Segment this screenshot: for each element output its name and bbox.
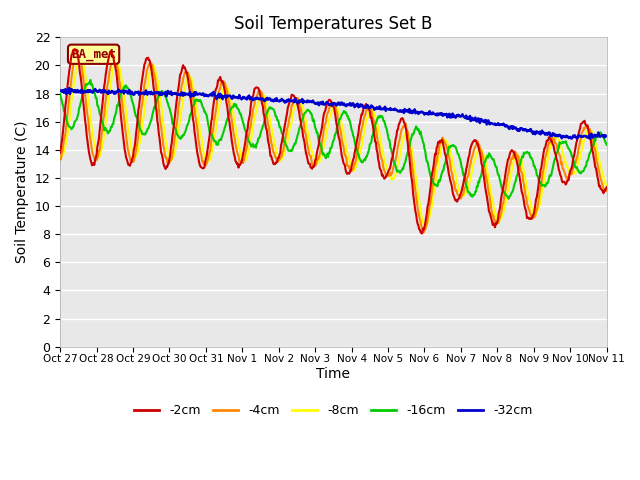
-8cm [56, 150, 64, 156]
-32cm [379, 107, 387, 112]
-2cm [554, 162, 562, 168]
-2cm [71, 46, 79, 52]
-4cm [74, 48, 81, 53]
-2cm [419, 230, 426, 236]
-32cm [65, 85, 73, 91]
-32cm [326, 101, 333, 107]
-4cm [177, 89, 185, 95]
X-axis label: Time: Time [316, 367, 350, 381]
Line: -2cm: -2cm [60, 49, 607, 233]
-16cm [554, 146, 562, 152]
Line: -32cm: -32cm [60, 88, 607, 139]
-8cm [379, 147, 387, 153]
-8cm [554, 136, 562, 142]
-16cm [86, 77, 94, 83]
Y-axis label: Soil Temperature (C): Soil Temperature (C) [15, 121, 29, 263]
-2cm [433, 144, 441, 149]
-2cm [177, 71, 185, 77]
-8cm [326, 115, 333, 120]
-8cm [76, 51, 84, 57]
-32cm [586, 136, 594, 142]
-8cm [433, 167, 441, 173]
-2cm [56, 150, 64, 156]
-4cm [433, 154, 441, 159]
-16cm [56, 91, 64, 97]
-4cm [379, 161, 387, 167]
-32cm [433, 112, 440, 118]
-16cm [177, 136, 185, 142]
-8cm [177, 111, 185, 117]
-4cm [200, 160, 208, 166]
-32cm [177, 93, 185, 98]
-2cm [326, 97, 333, 103]
-2cm [200, 165, 208, 170]
-16cm [505, 196, 513, 202]
Line: -16cm: -16cm [60, 80, 607, 199]
-32cm [56, 88, 64, 94]
-4cm [56, 156, 64, 162]
Line: -8cm: -8cm [60, 54, 607, 228]
-16cm [200, 109, 208, 115]
-4cm [603, 188, 611, 193]
-32cm [200, 93, 208, 99]
-2cm [603, 184, 611, 190]
-8cm [200, 154, 208, 159]
-8cm [421, 226, 429, 231]
-8cm [603, 184, 611, 190]
-16cm [326, 150, 333, 156]
-16cm [603, 142, 611, 147]
Legend: -2cm, -4cm, -8cm, -16cm, -32cm: -2cm, -4cm, -8cm, -16cm, -32cm [129, 399, 538, 422]
-16cm [433, 182, 440, 188]
-4cm [420, 229, 428, 235]
-32cm [554, 132, 561, 138]
Line: -4cm: -4cm [60, 50, 607, 232]
-16cm [379, 115, 387, 120]
Text: BA_met: BA_met [71, 48, 116, 61]
Title: Soil Temperatures Set B: Soil Temperatures Set B [234, 15, 433, 33]
-2cm [379, 172, 387, 178]
-4cm [326, 104, 333, 110]
-32cm [603, 133, 611, 139]
-4cm [554, 149, 562, 155]
